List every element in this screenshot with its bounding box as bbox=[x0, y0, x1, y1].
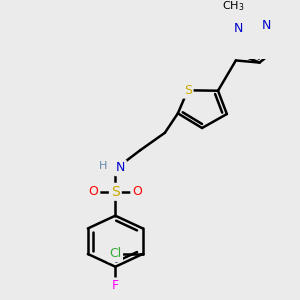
Text: N: N bbox=[262, 19, 272, 32]
Text: H: H bbox=[99, 161, 108, 171]
Text: N: N bbox=[116, 161, 125, 174]
Text: F: F bbox=[112, 279, 119, 292]
Text: Cl: Cl bbox=[109, 248, 121, 260]
Text: S: S bbox=[184, 84, 192, 97]
Text: CH$_3$: CH$_3$ bbox=[222, 0, 244, 14]
Text: O: O bbox=[88, 185, 98, 198]
Text: O: O bbox=[132, 185, 142, 198]
Text: S: S bbox=[111, 185, 120, 199]
Text: N: N bbox=[233, 22, 243, 35]
